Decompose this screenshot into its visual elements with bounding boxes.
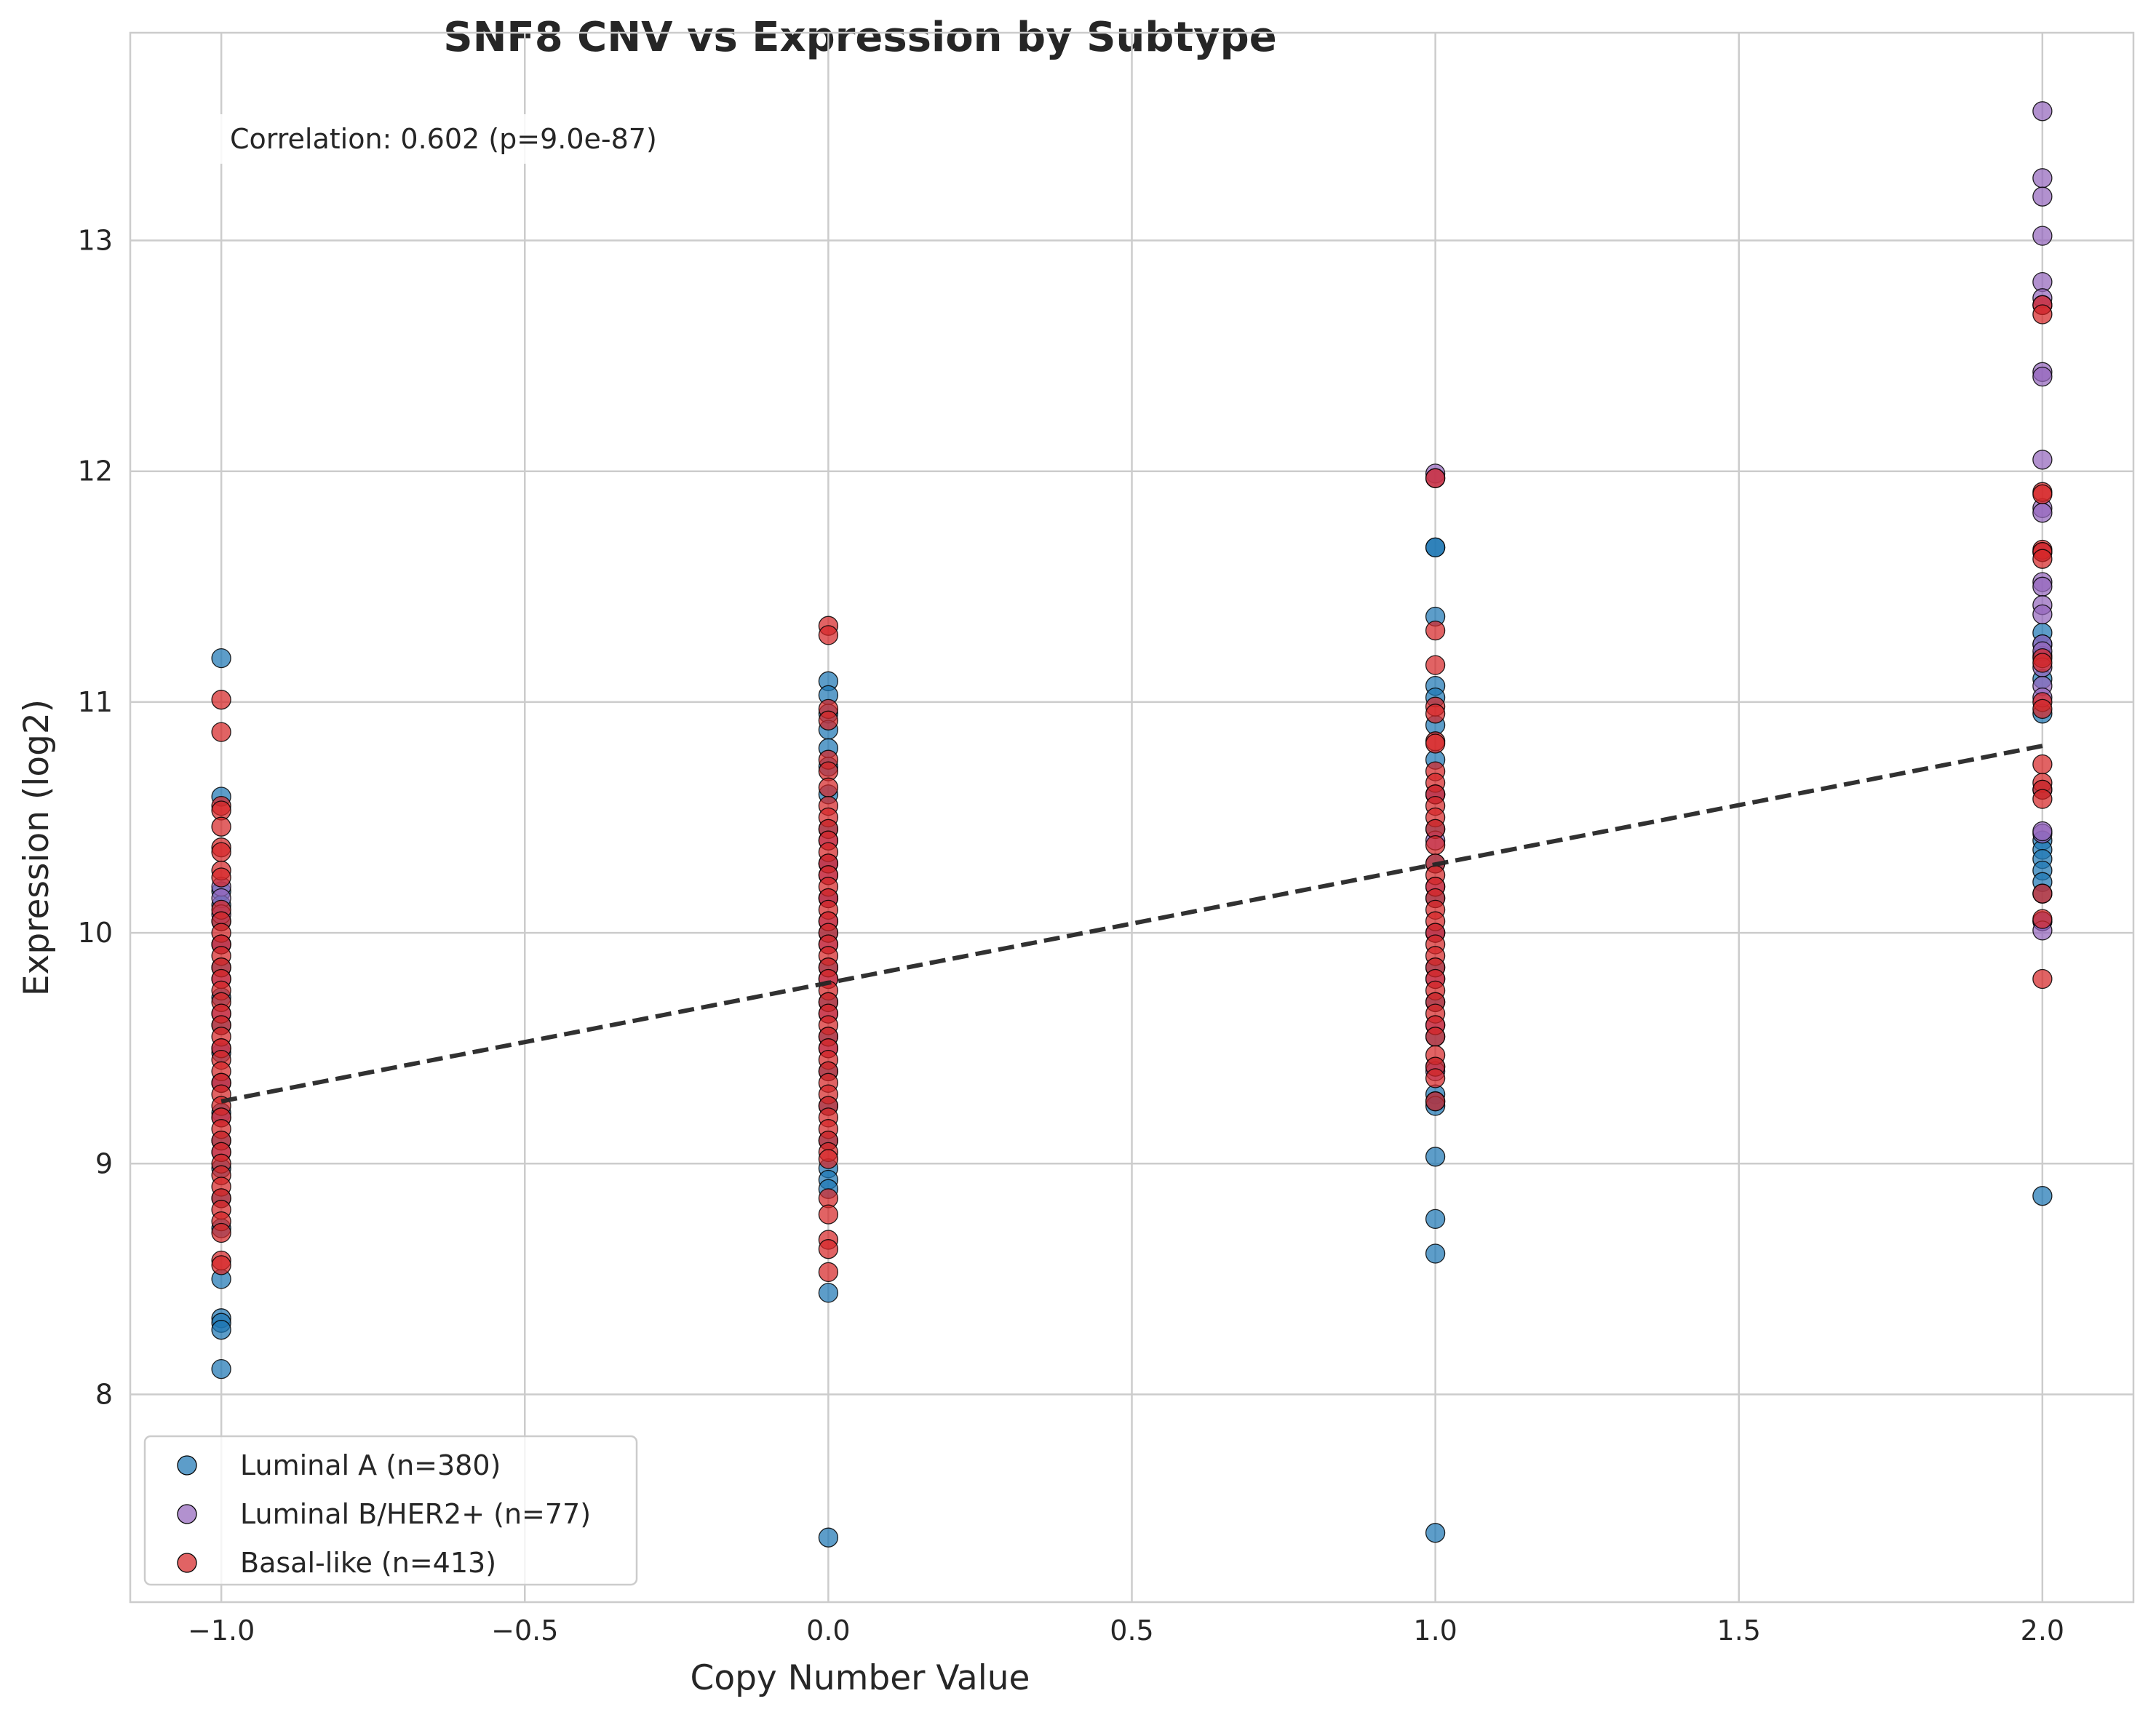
y-tick-label: 10 <box>78 917 113 949</box>
scatter-point <box>211 1255 231 1275</box>
scatter-point <box>818 1239 839 1259</box>
scatter-point <box>2032 226 2053 246</box>
scatter-point <box>2032 653 2053 673</box>
scatter-point <box>2032 909 2053 929</box>
scatter-point <box>2032 754 2053 775</box>
scatter-point <box>818 1149 839 1169</box>
scatter-point <box>2032 503 2053 523</box>
scatter-point <box>818 1262 839 1283</box>
scatter-point <box>1425 1209 1446 1230</box>
scatter-point <box>1425 1068 1446 1088</box>
scatter-point <box>2032 698 2053 720</box>
scatter-point <box>211 842 231 862</box>
scatter-point <box>2032 1186 2053 1206</box>
scatter-point <box>818 1283 839 1303</box>
legend-box <box>143 1435 638 1586</box>
scatter-point <box>211 690 231 710</box>
trendline <box>220 744 2043 1104</box>
scatter-point <box>1425 733 1446 754</box>
annotation-background <box>216 114 718 164</box>
scatter-point <box>2032 186 2053 207</box>
scatter-point <box>1425 655 1446 675</box>
scatter-point <box>1425 537 1446 558</box>
chart-title: SNF8 CNV vs Expression by Subtype <box>443 14 1277 61</box>
x-tick-label: 0.5 <box>1110 1615 1153 1647</box>
scatter-point <box>2032 366 2053 387</box>
scatter-point <box>211 816 231 837</box>
scatter-point <box>211 867 231 888</box>
scatter-point <box>818 710 839 730</box>
scatter-point <box>2032 450 2053 470</box>
x-tick-label: 1.5 <box>1717 1615 1761 1647</box>
scatter-point <box>1425 468 1446 488</box>
scatter-point <box>2032 484 2053 505</box>
scatter-point <box>1425 1091 1446 1112</box>
y-tick-label: 12 <box>78 455 113 487</box>
scatter-point <box>2032 821 2053 842</box>
annotation-box: Correlation: 0.602 (p=9.0e-87) <box>216 114 718 164</box>
scatter-point <box>211 648 231 669</box>
scatter-point <box>211 1320 231 1340</box>
scatter-point <box>1425 1523 1446 1543</box>
x-tick-label: −1.0 <box>188 1615 255 1647</box>
scatter-point <box>1425 835 1446 856</box>
scatter-point <box>2032 968 2053 990</box>
scatter-point <box>818 1527 839 1548</box>
data-points <box>211 101 2053 1548</box>
scatter-point <box>2032 168 2053 188</box>
scatter-point <box>2032 789 2053 809</box>
x-axis-label: Copy Number Value <box>691 1658 1030 1698</box>
scatter-point <box>818 777 839 797</box>
scatter-point <box>1425 1147 1446 1167</box>
legend: Luminal A (n=380) Luminal B/HER2+ (n=77) B… <box>143 1435 638 1586</box>
legend-marker <box>177 1553 197 1573</box>
y-tick-label: 9 <box>95 1147 113 1179</box>
y-axis-label: Expression (log2) <box>17 699 57 996</box>
legend-marker <box>177 1455 197 1476</box>
legend-marker <box>177 1504 197 1524</box>
trendline-path <box>220 744 2043 1104</box>
legend-label: Basal-like (n=413) <box>240 1547 496 1579</box>
scatter-point <box>818 625 839 645</box>
scatter-point <box>211 1222 231 1243</box>
y-tick-label: 8 <box>95 1379 113 1411</box>
scatter-point <box>1425 1243 1446 1264</box>
legend-label: Luminal A (n=380) <box>240 1449 501 1481</box>
scatter-point <box>1425 1027 1446 1047</box>
x-tick-label: 2.0 <box>2021 1615 2064 1647</box>
x-tick-label: 0.0 <box>806 1615 850 1647</box>
scatter-point <box>2032 576 2053 597</box>
series-group <box>211 295 2053 1283</box>
legend-label: Luminal B/HER2+ (n=77) <box>240 1498 591 1530</box>
scatter-point <box>2032 549 2053 569</box>
tick-labels: −1.0 −0.5 0.0 0.5 1.0 1.5 2.0 8 9 10 11 12 13 <box>78 224 2064 1647</box>
scatter-point <box>2032 101 2053 122</box>
scatter-point <box>2032 604 2053 625</box>
plot-frame <box>129 31 2135 1604</box>
x-tick-label: −0.5 <box>491 1615 558 1647</box>
x-tick-label: 1.0 <box>1413 1615 1457 1647</box>
scatter-point <box>2032 883 2053 904</box>
scatter-point <box>2032 304 2053 325</box>
scatter-point <box>818 1204 839 1225</box>
scatter-point <box>211 1358 231 1379</box>
scatter-point <box>211 722 231 742</box>
scatter-point <box>1425 620 1446 641</box>
correlation-annotation: Correlation: 0.602 (p=9.0e-87) <box>230 123 657 155</box>
y-tick-label: 13 <box>78 224 113 256</box>
scatter-point <box>1425 704 1446 724</box>
y-tick-label: 11 <box>78 686 113 718</box>
